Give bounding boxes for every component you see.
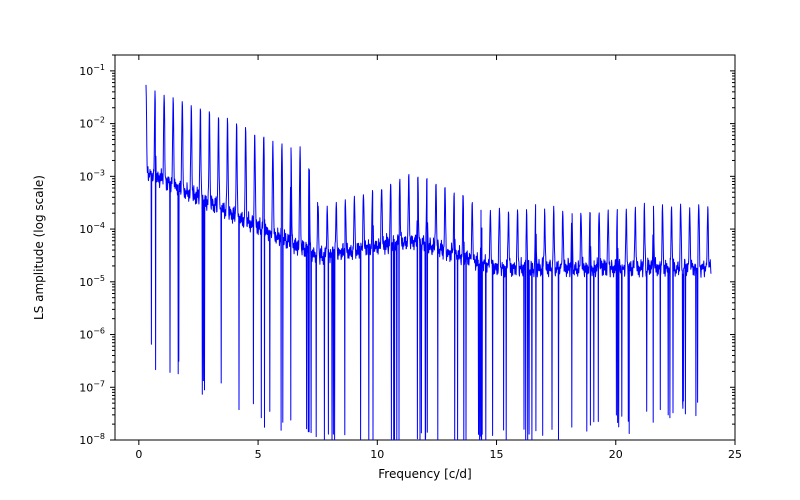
spectrum-series bbox=[146, 85, 711, 440]
x-axis-label: Frequency [c/d] bbox=[378, 467, 471, 481]
x-tick-label: 15 bbox=[490, 448, 504, 461]
y-tick-label: 10−1 bbox=[79, 63, 105, 78]
x-tick-label: 10 bbox=[370, 448, 384, 461]
x-tick-label: 20 bbox=[609, 448, 623, 461]
y-tick-label: 10−3 bbox=[79, 168, 105, 183]
y-tick-label: 10−8 bbox=[79, 432, 105, 447]
x-tick-label: 0 bbox=[135, 448, 142, 461]
y-tick-label: 10−7 bbox=[79, 379, 105, 394]
x-tick-label: 25 bbox=[728, 448, 742, 461]
x-tick-label: 5 bbox=[255, 448, 262, 461]
chart-container: 0 5 10 15 20 25 10−8 10−7 10−6 10−5 10−4 10−3 10−2 1… bbox=[0, 0, 800, 500]
periodogram-chart: 0 5 10 15 20 25 10−8 10−7 10−6 10−5 10−4 10−3 10−2 1… bbox=[0, 0, 800, 500]
y-tick-label: 10−5 bbox=[79, 274, 105, 289]
y-tick-label: 10−6 bbox=[79, 327, 105, 342]
y-tick-label: 10−2 bbox=[79, 116, 105, 131]
x-ticks: 0 5 10 15 20 25 bbox=[135, 55, 742, 461]
y-axis-label: LS amplitude (log scale) bbox=[32, 175, 46, 320]
y-tick-label: 10−4 bbox=[79, 221, 105, 236]
